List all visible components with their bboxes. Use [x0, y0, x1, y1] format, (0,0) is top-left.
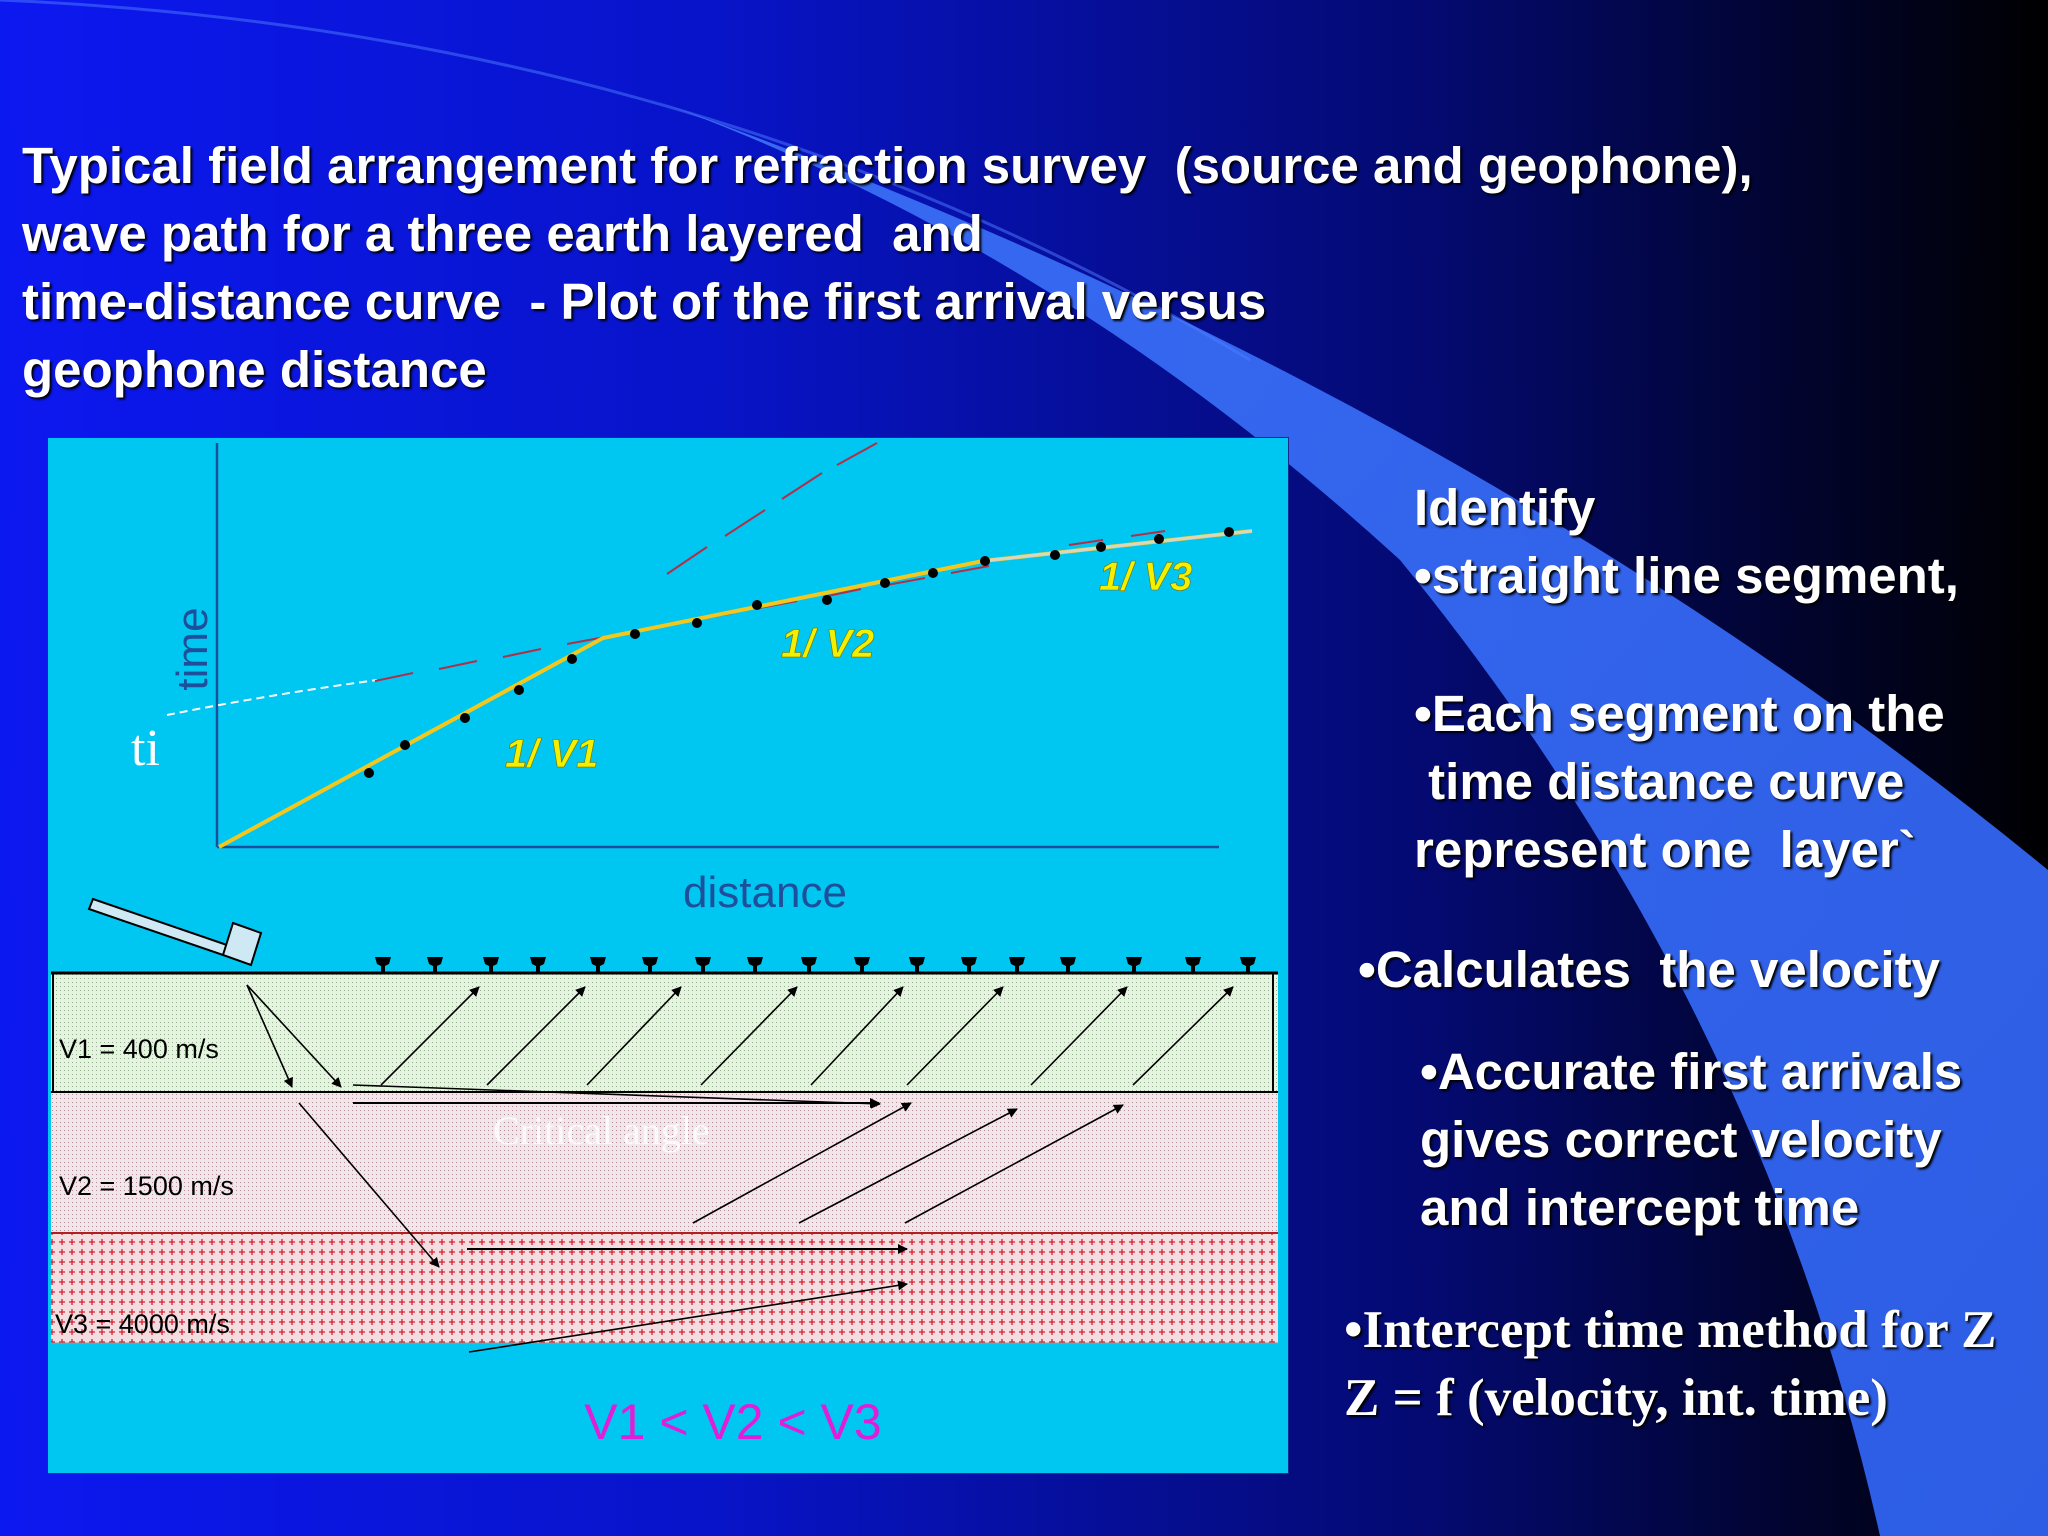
- critical-angle-label: Critical angle: [493, 1108, 710, 1153]
- note-calculates-velocity: •Calculates the velocity: [1358, 941, 1940, 998]
- layer-label-v2: V2 = 1500 m/s: [59, 1171, 234, 1201]
- ray-paths: [246, 984, 1234, 1353]
- hammer-icon: [87, 897, 263, 967]
- arrival-point: [1224, 527, 1234, 537]
- intercept-dashed-line: [166, 679, 378, 716]
- note-accurate-1: •Accurate first arrivals: [1420, 1043, 1963, 1100]
- title-line-4: geophone distance: [22, 341, 487, 398]
- arrival-point: [1096, 542, 1106, 552]
- velocity-relation: V1 < V2 < V3: [584, 1394, 881, 1450]
- segment-label-v1: 1/ V1: [505, 732, 598, 776]
- segment-label-v2: 1/ V2: [781, 622, 874, 666]
- layer-v3: [51, 1233, 1278, 1343]
- arrival-point: [880, 578, 890, 588]
- note-straight-segment: •straight line segment,: [1414, 547, 1959, 604]
- v3-segment-overlay: [982, 529, 1253, 563]
- note-identify: Identify: [1414, 479, 1596, 536]
- note-each-segment-2: time distance curve: [1414, 753, 1905, 810]
- segment3-extension: [666, 442, 1166, 575]
- title-line-1: Typical field arrangement for refraction…: [22, 137, 1753, 194]
- arrival-point: [400, 740, 410, 750]
- note-intercept-method-2: Z = f (velocity, int. time): [1344, 1369, 1888, 1427]
- distance-axis-label: distance: [683, 868, 847, 917]
- layer-label-v3: V3 = 4000 m/s: [55, 1309, 230, 1339]
- arrival-point: [630, 629, 640, 639]
- swoosh-highlight: [0, 0, 1251, 362]
- arrival-point: [822, 595, 832, 605]
- arrival-point: [364, 768, 374, 778]
- title-line-3: time-distance curve - Plot of the first …: [22, 273, 1267, 330]
- slide-title: Typical field arrangement for refraction…: [22, 132, 2032, 404]
- arrival-point: [460, 713, 470, 723]
- intercept-label: ti: [131, 720, 160, 777]
- time-axis-label: time: [168, 607, 217, 690]
- first-arrival-points: [364, 527, 1234, 778]
- segment-label-v3: 1/ V3: [1099, 555, 1192, 599]
- arrival-point: [1154, 534, 1164, 544]
- arrival-point: [692, 618, 702, 628]
- arrival-point: [752, 600, 762, 610]
- note-accurate-2: gives correct velocity: [1420, 1111, 1942, 1168]
- note-each-segment-1: •Each segment on the: [1414, 685, 1945, 742]
- arrival-point: [514, 685, 524, 695]
- arrival-point: [928, 568, 938, 578]
- swoosh-shape: [640, 95, 2048, 1536]
- arrival-point: [980, 556, 990, 566]
- note-each-segment-3: represent one layer`: [1414, 821, 1916, 878]
- arrival-point: [567, 654, 577, 664]
- layer-v1: [51, 973, 1278, 1093]
- title-line-2: wave path for a three earth layered and: [22, 205, 983, 262]
- refraction-diagram: time distance ti 1/ V1 1/ V2: [47, 437, 1289, 1474]
- layer-v2: [51, 1093, 1278, 1233]
- note-accurate-3: and intercept time: [1420, 1179, 1860, 1236]
- note-intercept-method-1: •Intercept time method for Z: [1344, 1301, 1997, 1359]
- layer-label-v1: V1 = 400 m/s: [59, 1034, 219, 1064]
- arrival-point: [1050, 550, 1060, 560]
